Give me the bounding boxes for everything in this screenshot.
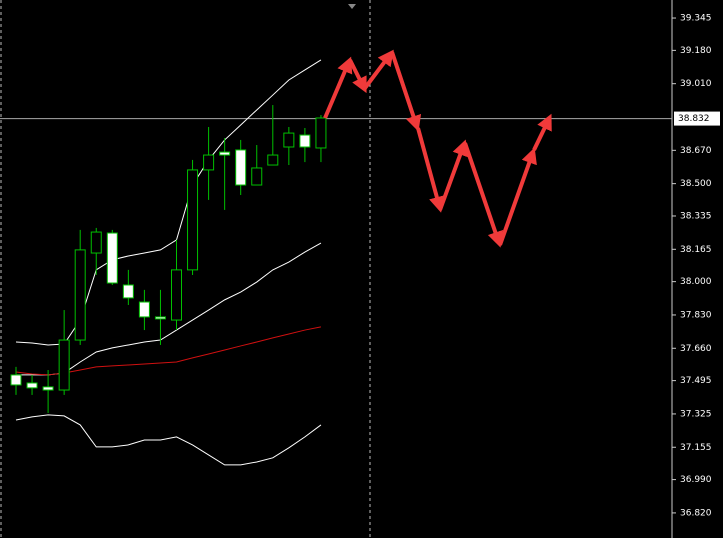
y-tick-label: 38.000 <box>680 277 712 287</box>
arrow <box>498 147 537 246</box>
candle-body <box>171 269 182 321</box>
arrow <box>463 142 503 248</box>
y-tick-label: 38.165 <box>680 245 712 255</box>
y-tick-label: 37.325 <box>680 409 712 419</box>
candle-body <box>106 232 118 284</box>
plot-area <box>0 59 672 466</box>
arrow <box>323 56 353 119</box>
candle-body <box>283 132 295 148</box>
arrow <box>416 127 445 213</box>
y-tick-label: 38.335 <box>680 211 712 221</box>
projection-arrows <box>323 49 552 248</box>
last-price-box <box>674 111 720 126</box>
y-tick-label: 38.670 <box>680 146 712 156</box>
candle-body <box>154 316 166 320</box>
candle-body <box>219 151 231 156</box>
candle-body <box>138 301 150 318</box>
indicator-line <box>15 414 322 466</box>
candle-body <box>74 249 86 341</box>
arrow <box>363 49 394 90</box>
candle-body <box>58 339 70 391</box>
last-price-label: 38.832 <box>678 114 710 124</box>
y-tick-label: 36.990 <box>680 475 712 485</box>
candle-body <box>187 169 199 271</box>
candle-body <box>251 167 263 186</box>
arrow <box>348 59 367 94</box>
price-axis: 39.345 39.180 39.010 38.670 38.500 38.335 38.1… <box>672 14 720 518</box>
y-tick-label: 37.830 <box>680 310 712 320</box>
y-tick-label: 39.345 <box>680 14 712 24</box>
candle-body <box>315 117 327 149</box>
candle-body <box>26 382 38 389</box>
candle-body <box>10 374 22 386</box>
y-tick-label: 37.155 <box>680 443 712 453</box>
y-tick-label: 37.495 <box>680 376 712 386</box>
candle-body <box>90 231 102 254</box>
arrow <box>390 51 422 132</box>
candle-body <box>122 284 134 299</box>
arrow <box>532 113 552 151</box>
y-tick-label: 39.010 <box>680 79 712 89</box>
candle-body <box>267 154 279 166</box>
candle-body <box>42 386 54 391</box>
candle-body <box>299 134 311 148</box>
y-tick-label: 38.500 <box>680 179 712 189</box>
y-tick-label: 37.660 <box>680 344 712 354</box>
shift-marker <box>348 4 356 9</box>
y-tick-label: 36.820 <box>680 508 712 518</box>
arrow <box>438 139 468 211</box>
candle-body <box>235 149 247 186</box>
candle-body <box>203 154 215 171</box>
y-tick-label: 39.180 <box>680 46 712 56</box>
